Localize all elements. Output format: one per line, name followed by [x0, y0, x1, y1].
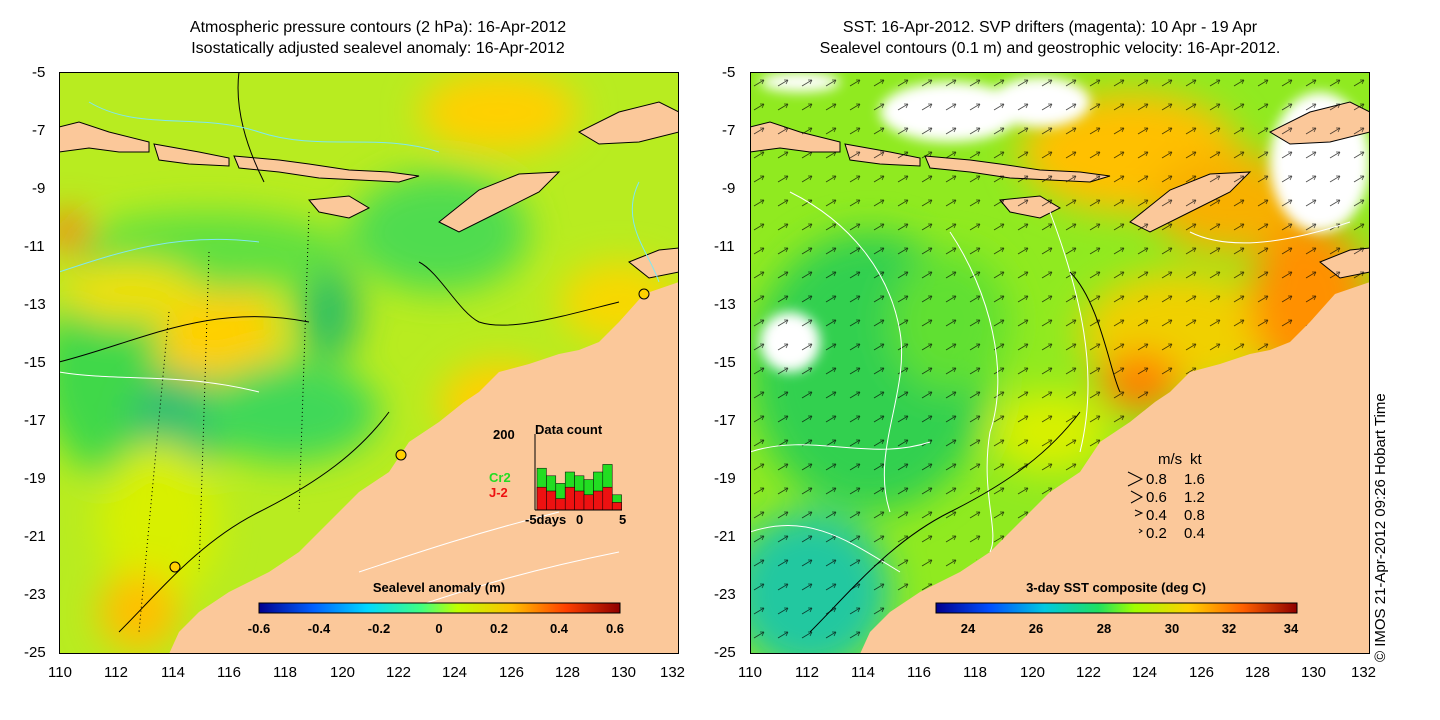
inset-x-min: -5days — [525, 512, 566, 527]
lon-tick: 110 — [738, 664, 762, 681]
lon-tick: 116 — [217, 664, 241, 681]
sla-tick: 0 — [435, 621, 442, 636]
lon-tick: 128 — [555, 664, 581, 681]
lat-tick: -25 — [24, 644, 46, 661]
lon-tick: 130 — [611, 664, 637, 681]
right-title-line1: SST: 16-Apr-2012. SVP drifters (magenta)… — [842, 19, 1258, 36]
inset-bars — [536, 464, 622, 511]
lon-tick: 112 — [104, 664, 128, 681]
left-title-line2: Isostatically adjusted sealevel anomaly:… — [191, 40, 565, 57]
sst-tick: 28 — [1097, 621, 1111, 636]
lat-tick: -5 — [722, 64, 736, 81]
legend-ms: 0.6 — [1146, 489, 1167, 506]
lon-tick: 118 — [963, 664, 987, 681]
inset-x-max: 5 — [619, 512, 626, 527]
data-count-inset: Data count 200 Cr2 J-2 -5days 0 5 — [489, 422, 626, 527]
lat-tick: -5 — [32, 64, 46, 81]
legend-kt: 1.6 — [1184, 471, 1205, 488]
lat-tick: -7 — [32, 122, 46, 139]
lat-tick: -15 — [714, 354, 736, 371]
legend-kt: 0.8 — [1184, 507, 1205, 524]
sealevel-anomaly-map[interactable]: Data count 200 Cr2 J-2 -5days 0 5 Sealev… — [59, 72, 679, 654]
lon-tick: 126 — [499, 664, 525, 681]
inset-bar-j2 — [593, 490, 604, 511]
sla-colorbar: Sealevel anomaly (m) -0.6 -0.4 -0.2 0 0.… — [248, 580, 624, 636]
lat-tick: -17 — [24, 412, 46, 429]
lat-tick: -21 — [24, 528, 46, 545]
lat-tick: -19 — [714, 470, 736, 487]
lon-tick: 126 — [1189, 664, 1215, 681]
sst-colorbar: 3-day SST composite (deg C) 24 26 28 30 … — [935, 580, 1299, 636]
legend-header-kt: kt — [1190, 451, 1203, 468]
sst-tick: 24 — [961, 621, 976, 636]
lat-tick: -11 — [714, 238, 735, 255]
lon-tick: 118 — [273, 664, 297, 681]
sst-map[interactable]: m/s kt 0.8 1.6 0.6 1.2 0.4 0.8 0.2 0.4 3… — [750, 72, 1370, 654]
lat-tick: -23 — [24, 586, 46, 603]
lat-tick: -11 — [24, 238, 45, 255]
sst-tick: 34 — [1284, 621, 1299, 636]
lat-tick: -7 — [722, 122, 736, 139]
inset-title: Data count — [535, 422, 603, 437]
inset-bar-j2 — [583, 494, 594, 511]
lon-tick: 110 — [48, 664, 72, 681]
series-label-cr2: Cr2 — [489, 470, 511, 485]
lon-tick: 112 — [795, 664, 819, 681]
inset-bar-j2 — [564, 486, 575, 511]
lon-tick: 114 — [851, 664, 875, 681]
legend-header-ms: m/s — [1158, 451, 1182, 468]
lon-tick: 128 — [1245, 664, 1271, 681]
lon-tick: 132 — [1351, 664, 1377, 681]
lat-tick: -9 — [722, 180, 736, 197]
sla-tick: 0.2 — [490, 621, 508, 636]
lat-tick: -17 — [714, 412, 736, 429]
sla-tick: 0.4 — [550, 621, 569, 636]
sla-colorbar-label: Sealevel anomaly (m) — [373, 580, 505, 595]
inset-bar-j2 — [536, 486, 547, 511]
sst-tick: 32 — [1222, 621, 1236, 636]
lon-tick: 132 — [660, 664, 686, 681]
lat-tick: -25 — [714, 644, 736, 661]
legend-ms: 0.8 — [1146, 471, 1167, 488]
right-title-line2: Sealevel contours (0.1 m) and geostrophi… — [819, 40, 1281, 57]
sst-tick: 30 — [1165, 621, 1179, 636]
sst-colorbar-label: 3-day SST composite (deg C) — [1026, 580, 1206, 595]
lat-tick: -21 — [714, 528, 736, 545]
legend-ms: 0.4 — [1146, 507, 1167, 524]
inset-ymax: 200 — [493, 427, 515, 442]
lat-tick: -23 — [714, 586, 736, 603]
lon-tick: 114 — [161, 664, 185, 681]
lon-tick: 120 — [330, 664, 356, 681]
inset-bar-j2 — [555, 498, 566, 511]
sla-tick: -0.6 — [248, 621, 270, 636]
series-label-j2: J-2 — [489, 485, 508, 500]
inset-x-zero: 0 — [576, 512, 583, 527]
inset-bar-j2 — [546, 490, 557, 511]
inset-bar-j2 — [574, 490, 585, 511]
legend-kt: 0.4 — [1184, 525, 1205, 542]
lon-tick: 122 — [1076, 664, 1102, 681]
lon-tick: 120 — [1020, 664, 1046, 681]
lat-tick: -15 — [24, 354, 46, 371]
imos-credit: © IMOS 21-Apr-2012 09:26 Hobart Time — [1372, 393, 1389, 662]
lat-tick: -13 — [714, 296, 736, 313]
lon-tick: 124 — [1132, 664, 1158, 681]
legend-ms: 0.2 — [1146, 525, 1167, 542]
inset-bar-j2 — [602, 486, 613, 511]
sla-tick: -0.2 — [368, 621, 390, 636]
lat-tick: -13 — [24, 296, 46, 313]
lon-tick: 124 — [442, 664, 468, 681]
velocity-legend: m/s kt 0.8 1.6 0.6 1.2 0.4 0.8 0.2 0.4 — [1127, 451, 1205, 542]
sla-tick: 0.6 — [606, 621, 624, 636]
lat-tick: -19 — [24, 470, 46, 487]
lon-tick: 130 — [1301, 664, 1327, 681]
sla-tick: -0.4 — [308, 621, 331, 636]
left-title-line1: Atmospheric pressure contours (2 hPa): 1… — [189, 19, 567, 36]
sst-tick: 26 — [1029, 621, 1043, 636]
lon-tick: 116 — [907, 664, 931, 681]
legend-kt: 1.2 — [1184, 489, 1205, 506]
inset-bar-j2 — [611, 502, 622, 511]
lat-tick: -9 — [32, 180, 46, 197]
lon-tick: 122 — [386, 664, 412, 681]
